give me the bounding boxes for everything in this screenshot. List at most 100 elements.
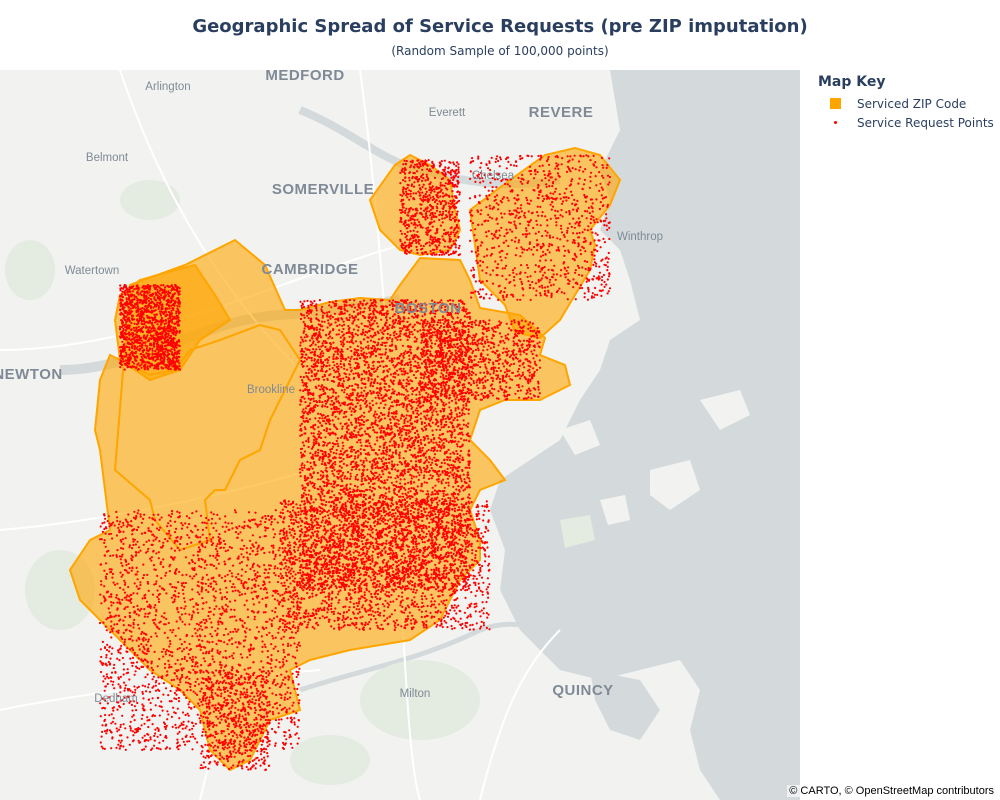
service-request-point — [144, 321, 147, 324]
service-request-point — [375, 413, 378, 416]
service-request-point — [418, 466, 421, 469]
service-request-point — [317, 488, 320, 491]
service-request-point — [317, 442, 320, 445]
service-request-point — [392, 456, 395, 459]
harbor-island — [600, 495, 630, 525]
service-request-point — [135, 310, 138, 314]
service-request-point — [307, 436, 310, 440]
service-request-point — [419, 533, 422, 536]
service-request-point — [400, 360, 403, 363]
service-request-point — [128, 324, 131, 327]
service-request-point — [438, 441, 441, 444]
service-request-point — [300, 500, 303, 503]
service-request-point — [345, 464, 348, 467]
service-request-point — [178, 365, 181, 368]
service-request-point — [313, 550, 316, 553]
service-request-point — [151, 347, 154, 350]
service-request-point — [359, 459, 362, 462]
service-request-point — [412, 390, 415, 393]
service-request-point — [388, 444, 391, 447]
service-request-point — [389, 405, 392, 408]
service-request-point — [127, 297, 131, 300]
service-request-point — [304, 493, 308, 496]
service-request-point — [134, 306, 137, 309]
service-request-point — [321, 452, 324, 456]
service-request-point — [349, 483, 352, 486]
service-request-point — [134, 366, 138, 369]
service-request-point — [428, 455, 431, 458]
service-request-point — [357, 454, 360, 457]
service-request-point — [338, 329, 341, 332]
service-request-point — [332, 375, 336, 379]
service-request-point — [418, 393, 421, 396]
service-request-point — [328, 489, 331, 492]
service-request-point — [440, 480, 443, 483]
service-request-point — [323, 568, 326, 571]
service-request-point — [365, 346, 368, 349]
service-request-point — [126, 313, 129, 316]
service-request-point — [120, 335, 124, 338]
service-request-point — [135, 359, 138, 362]
service-request-point — [461, 409, 464, 412]
service-request-point — [313, 575, 316, 578]
service-request-point — [129, 307, 132, 310]
service-request-point — [339, 362, 342, 366]
service-request-point — [452, 485, 455, 488]
service-request-point — [410, 487, 413, 490]
service-request-point — [400, 414, 404, 417]
service-request-point — [321, 342, 324, 345]
service-request-point — [148, 316, 151, 319]
service-request-point — [417, 478, 420, 481]
service-request-point — [119, 289, 122, 292]
service-request-point — [388, 490, 391, 493]
service-request-point — [171, 321, 174, 324]
service-request-point — [169, 367, 172, 371]
service-request-point — [431, 486, 434, 489]
service-request-point — [365, 547, 368, 550]
service-request-point — [311, 445, 314, 449]
service-request-point — [122, 306, 126, 309]
service-request-point — [445, 439, 448, 443]
service-request-point — [339, 475, 342, 478]
service-request-point — [134, 336, 137, 339]
service-request-point — [378, 406, 381, 409]
service-request-point — [133, 288, 136, 291]
service-request-point — [328, 310, 331, 313]
service-request-point — [333, 369, 336, 372]
service-request-point — [302, 444, 306, 447]
service-request-point — [163, 298, 166, 301]
service-request-point — [349, 392, 352, 395]
service-request-point — [317, 358, 320, 361]
service-request-point — [366, 475, 369, 478]
service-request-point — [335, 370, 338, 373]
service-request-point — [121, 299, 124, 302]
service-request-point — [142, 348, 146, 351]
service-request-point — [388, 408, 391, 411]
service-request-point — [339, 422, 342, 425]
service-request-point — [335, 333, 338, 336]
service-request-point — [352, 433, 355, 436]
service-request-point — [167, 334, 170, 337]
service-request-point — [354, 475, 357, 478]
service-request-point — [382, 365, 385, 368]
service-request-point — [121, 290, 124, 293]
service-request-point — [457, 558, 460, 561]
service-request-point — [457, 346, 460, 349]
service-request-point — [387, 424, 390, 428]
map-panel[interactable]: MEDFORD Arlington Everett REVERE Belmont… — [0, 70, 800, 800]
service-request-point — [455, 488, 458, 491]
service-request-point — [325, 430, 328, 433]
service-request-point — [406, 338, 409, 341]
service-request-point — [407, 345, 410, 348]
service-request-point — [361, 548, 365, 551]
service-request-point — [389, 397, 392, 400]
service-request-point — [314, 417, 317, 420]
service-request-point — [411, 425, 414, 429]
map-canvas[interactable]: MEDFORD Arlington Everett REVERE Belmont… — [0, 70, 800, 800]
service-request-point — [381, 353, 384, 356]
service-request-point — [319, 449, 322, 452]
service-request-point — [366, 538, 369, 541]
service-request-point — [141, 300, 144, 303]
service-request-point — [143, 310, 146, 313]
service-request-point — [304, 401, 307, 404]
